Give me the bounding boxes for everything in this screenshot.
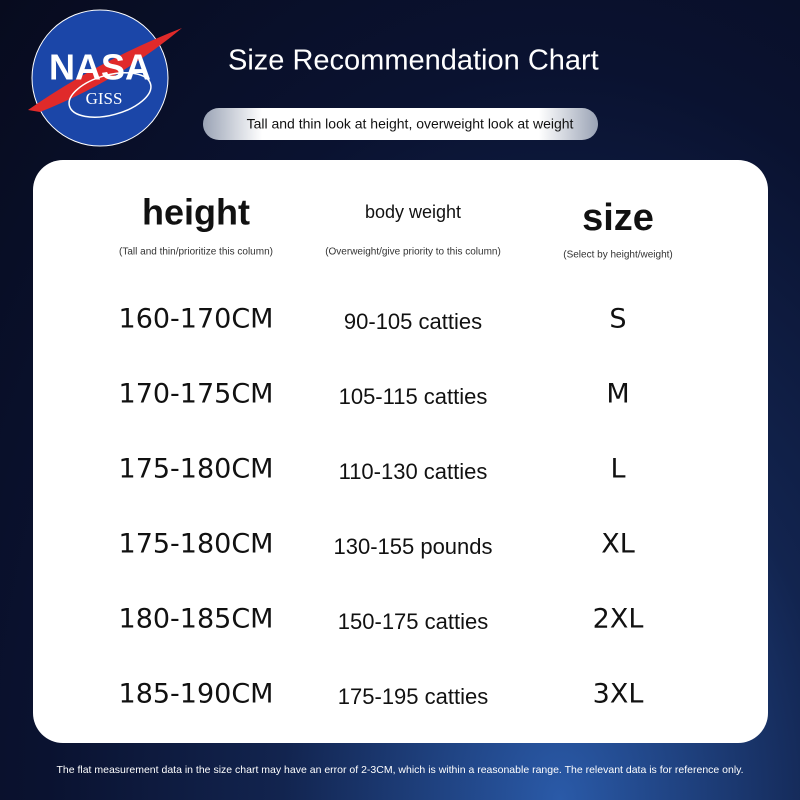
column-note: (Tall and thin/prioritize this column): [119, 247, 273, 258]
cell: 175-180CM: [119, 454, 274, 485]
cell: 2XL: [593, 604, 644, 635]
title: Size Recommendation Chart: [228, 45, 599, 77]
cell: 160-170CM: [119, 304, 274, 335]
logo-bottom: GISS: [86, 89, 123, 108]
cell: 3XL: [593, 679, 644, 710]
cell: S: [609, 304, 626, 335]
column-title: size: [582, 197, 654, 239]
cell: 170-175CM: [119, 379, 274, 410]
logo: NASA GISS: [28, 9, 182, 147]
cell: XL: [601, 529, 635, 560]
cell: 90-105 catties: [344, 309, 482, 334]
cell: 105-115 catties: [339, 384, 488, 409]
cell: 175-180CM: [119, 529, 274, 560]
cell: 150-175 catties: [338, 609, 488, 634]
column-note: (Select by height/weight): [563, 250, 673, 261]
cell: 130-155 pounds: [333, 534, 492, 559]
cell: 180-185CM: [119, 604, 274, 635]
cell: 185-190CM: [119, 679, 274, 710]
card: [33, 160, 768, 743]
column-title: height: [142, 192, 250, 233]
subtitle: Tall and thin look at height, overweight…: [247, 116, 574, 132]
cell: 110-130 catties: [339, 459, 488, 484]
column-title: body weight: [365, 202, 461, 222]
cell: L: [610, 454, 625, 485]
logo-top: NASA: [49, 47, 151, 88]
column-note: (Overweight/give priority to this column…: [325, 247, 501, 258]
cell: 175-195 catties: [338, 684, 488, 709]
table: height (Tall and thin/prioritize this col…: [119, 192, 673, 710]
footer-note: The flat measurement data in the size ch…: [56, 764, 743, 776]
cell: M: [606, 379, 629, 410]
subtitle-pill: [203, 108, 598, 140]
